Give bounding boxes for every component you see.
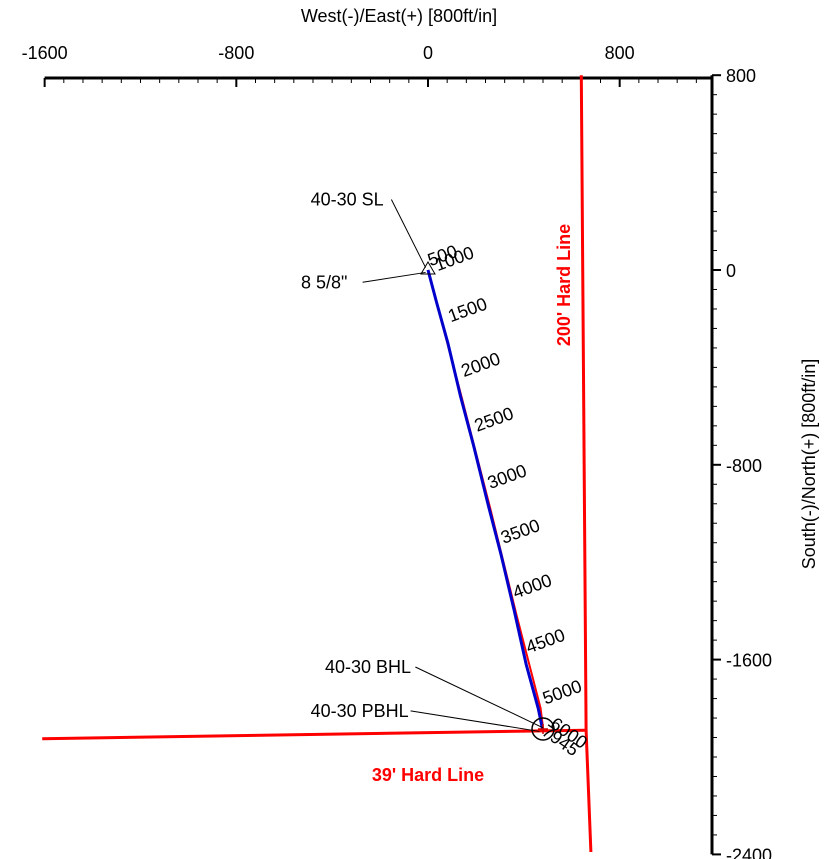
- y-tick-label: -1600: [726, 651, 772, 671]
- x-tick-label: 800: [605, 43, 635, 63]
- hard-line-label: 200' Hard Line: [554, 224, 574, 346]
- labels-layer: 5001000150020002500300035004000450050006…: [301, 189, 591, 760]
- md-label: 3500: [498, 515, 542, 547]
- surface-location-marker: [420, 261, 436, 275]
- x-tick-label: 0: [423, 43, 433, 63]
- annotation-label: 8 5/8": [301, 272, 347, 292]
- hard-lines-layer: 200' Hard Line 39' Hard Line: [42, 75, 593, 853]
- markers-layer: [420, 261, 555, 741]
- annotation-leader: [410, 710, 540, 732]
- md-label: 2500: [472, 403, 516, 435]
- series-layer: [426, 269, 544, 730]
- y-tick-label: 0: [726, 261, 736, 281]
- y-tick-label: -2400: [726, 845, 772, 859]
- annotation-leader: [415, 666, 544, 729]
- md-label: 4000: [510, 570, 554, 602]
- annotation-leader: [362, 271, 426, 283]
- md-label: 3000: [485, 460, 529, 492]
- bottom-hole-circle: [531, 717, 555, 741]
- x-axis-title: West(-)/East(+) [800ft/in]: [301, 6, 497, 26]
- hard-line: [42, 728, 587, 741]
- annotation-leader: [390, 199, 427, 268]
- y-tick-label: 800: [726, 66, 756, 86]
- axes-layer: West(-)/East(+) [800ft/in] South(-)/North…: [22, 6, 819, 859]
- annotation-label: 40-30 BHL: [325, 657, 411, 677]
- md-label: 5000: [540, 676, 584, 708]
- md-label: 4500: [523, 625, 567, 657]
- annotation-label: 40-30 PBHL: [311, 701, 409, 721]
- y-tick-label: -800: [726, 456, 762, 476]
- x-tick-label: -800: [218, 43, 254, 63]
- md-label: 1500: [445, 294, 489, 326]
- well-path-line: [426, 269, 544, 730]
- x-tick-label: -1600: [22, 43, 68, 63]
- md-label: 2000: [458, 348, 502, 380]
- hard-line-label: 39' Hard Line: [372, 765, 484, 785]
- annotation-label: 40-30 SL: [311, 189, 384, 209]
- y-axis-title: South(-)/North(+) [800ft/in]: [799, 359, 819, 570]
